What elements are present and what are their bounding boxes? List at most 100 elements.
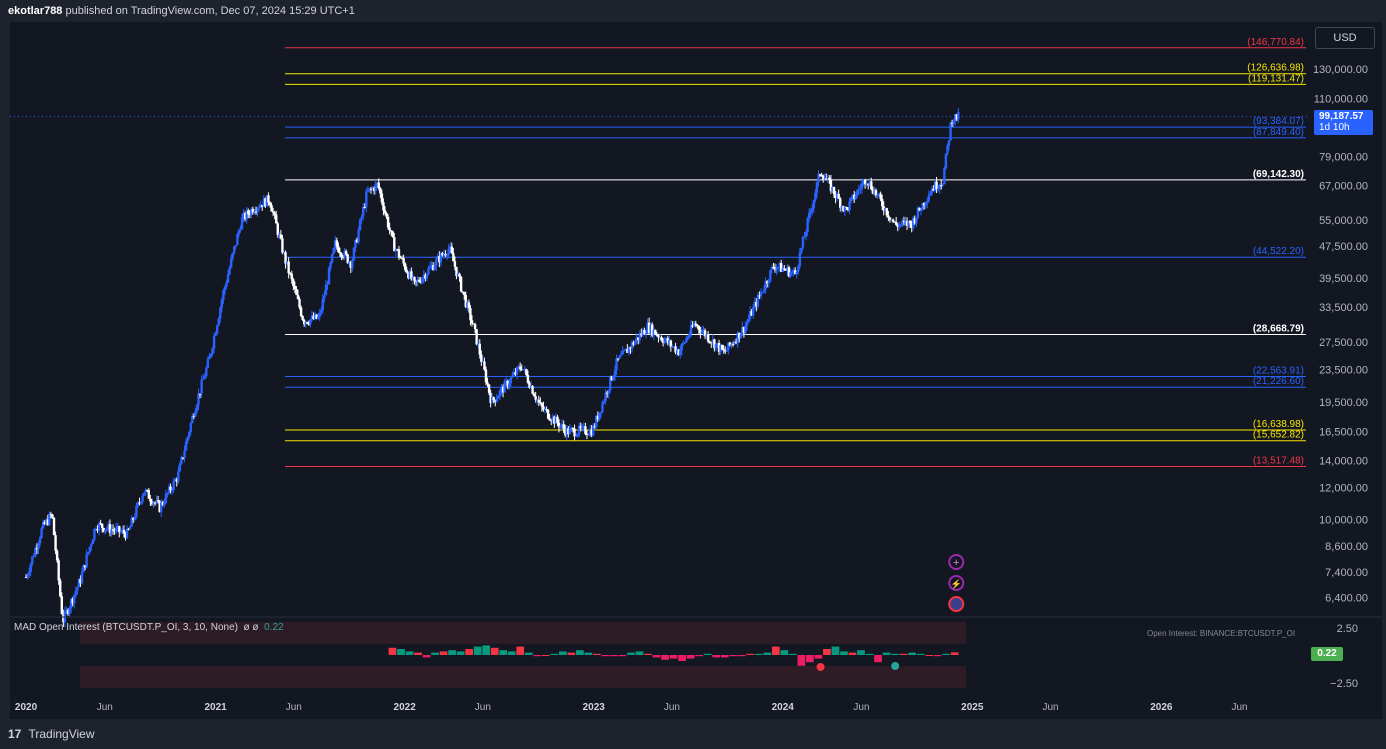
candle-body (534, 396, 537, 400)
candle-body (435, 259, 438, 266)
candle-body (439, 253, 443, 263)
oi-histogram-bar (635, 651, 644, 655)
y-tick-label: 10,000.00 (1319, 514, 1368, 526)
candle-body (343, 251, 346, 258)
candle-body (293, 285, 297, 290)
currency-selector[interactable]: USD (1315, 27, 1375, 49)
candle-body (170, 489, 174, 491)
x-tick-label: 2026 (1150, 702, 1173, 713)
candle-body (933, 181, 937, 191)
candle-body (205, 367, 208, 377)
candle-body (400, 258, 404, 260)
candle-body (699, 330, 702, 334)
candle-body (82, 565, 85, 573)
candle-body (616, 358, 620, 360)
candle-body (912, 218, 915, 229)
candle-body (658, 337, 662, 339)
candle-body (41, 521, 45, 529)
candle-body (947, 140, 951, 146)
oi-histogram-bar (899, 653, 908, 655)
candle-body (719, 344, 722, 352)
candle-body (267, 195, 270, 203)
candle-body (116, 526, 119, 528)
candle-body (257, 207, 261, 209)
purple-plus-icon[interactable] (948, 554, 965, 570)
tradingview-logo-icon[interactable]: 17 (8, 727, 22, 741)
candle-body (69, 599, 73, 609)
candle-body (128, 526, 132, 530)
candle-body (177, 471, 180, 482)
candle-body (180, 457, 183, 464)
oi-histogram-bar (865, 653, 874, 655)
candle-body (888, 217, 892, 221)
candle-body (282, 252, 286, 254)
candle-body (209, 353, 213, 357)
chart-area[interactable]: 130,000.00 110,000.00 79,000.00 67,000.00 55… (10, 22, 1382, 719)
candle-body (355, 239, 359, 243)
candle-body (111, 529, 115, 531)
candle-body (696, 325, 699, 327)
candle-body (522, 369, 525, 371)
candle-body (323, 295, 326, 299)
candle-body (271, 211, 275, 213)
level-label: (44,522.20) (1253, 246, 1304, 257)
oi-alert-marker-green[interactable] (891, 662, 900, 670)
candle-body (188, 432, 191, 437)
candle-body (801, 236, 805, 248)
us-flag-icon[interactable] (948, 596, 965, 612)
candle-body (539, 402, 542, 404)
candle-body (868, 181, 871, 186)
lightning-icon[interactable] (948, 575, 965, 591)
candle-body (641, 329, 645, 336)
brand-name[interactable]: TradingView (28, 727, 95, 741)
indicator-legend[interactable]: MAD Open Interest (BTCUSDT.P_OI, 3, 10, … (14, 622, 284, 633)
candle-body (489, 392, 492, 404)
candle-body (915, 217, 918, 224)
author-name[interactable]: ekotlar788 (8, 5, 63, 17)
candle-body (421, 278, 424, 283)
candle-body (338, 252, 342, 254)
candle-body (146, 490, 149, 492)
candle-body (43, 521, 46, 525)
oi-histogram-bar (891, 653, 899, 655)
candle-body (706, 334, 710, 342)
candle-body (449, 246, 452, 249)
candle-body (191, 415, 194, 424)
candle-body (826, 177, 830, 180)
indicator-title[interactable]: MAD Open Interest (BTCUSDT.P_OI, 3, 10, … (14, 622, 238, 633)
candle-body (402, 258, 405, 264)
candle-body (229, 258, 233, 268)
candle-body (672, 346, 676, 348)
current-price-badge: 99,187.57 1d 10h (1314, 110, 1373, 135)
oi-alert-marker-red[interactable] (816, 663, 825, 671)
candle-body (818, 174, 822, 176)
price-chart[interactable]: 130,000.00 110,000.00 79,000.00 67,000.00 55… (10, 22, 1382, 719)
candle-body (329, 262, 332, 268)
candle-body (219, 307, 222, 319)
candle-body (250, 208, 253, 216)
candle-body (724, 350, 727, 352)
candle-body (848, 201, 851, 211)
candle-body (114, 527, 118, 532)
level-label: (119,131.47) (1248, 73, 1304, 84)
candle-body (943, 168, 946, 185)
candle-body (285, 261, 289, 264)
candle-body (214, 333, 217, 337)
level-label: (146,770.84) (1247, 37, 1304, 48)
oi-histogram-bar (950, 652, 959, 655)
candle-body (688, 334, 691, 338)
candle-body (786, 267, 789, 271)
candle-body (431, 265, 435, 271)
candle-body (660, 337, 663, 341)
oi-axis-label: 2.50 (1337, 623, 1358, 635)
candle-body (542, 406, 545, 410)
candle-body (374, 183, 377, 192)
candle-body (265, 195, 269, 207)
candle-body (480, 354, 483, 362)
y-tick-label: 67,000.00 (1319, 180, 1368, 192)
candle-body (405, 269, 408, 273)
candle-body (430, 265, 433, 267)
oi-histogram-bar (439, 651, 448, 655)
candle-body (624, 348, 628, 351)
candle-body (770, 267, 774, 271)
